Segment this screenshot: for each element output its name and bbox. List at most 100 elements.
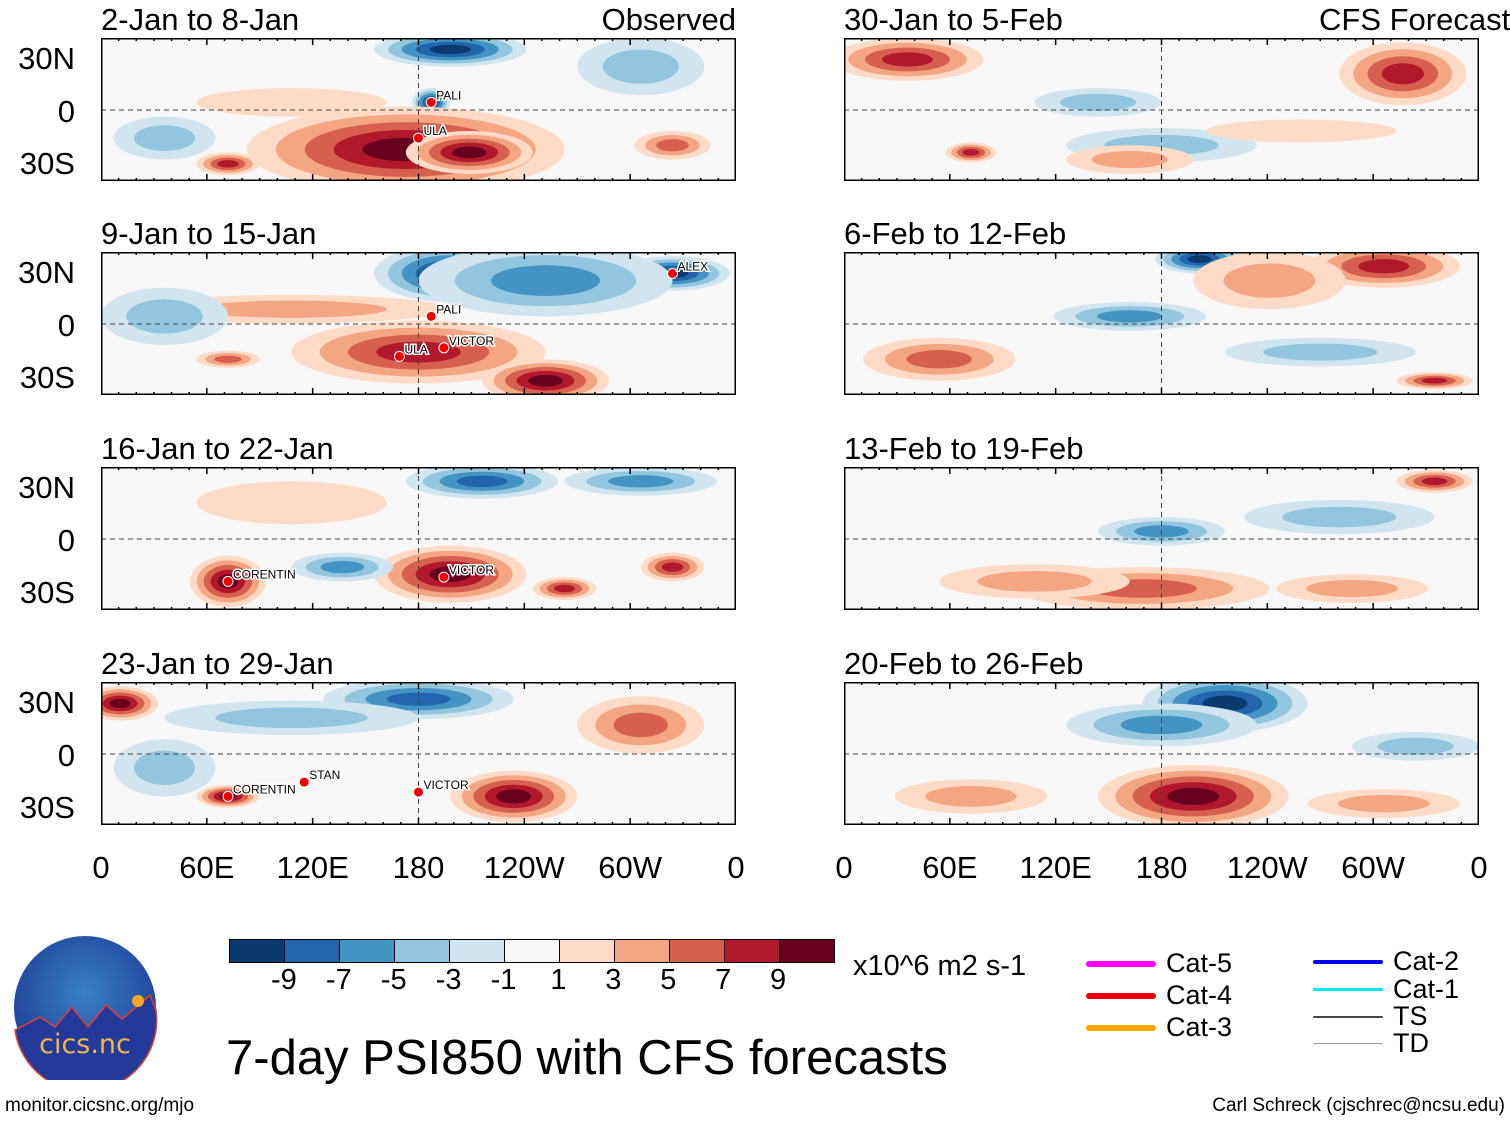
- anomaly-contour: [196, 481, 387, 525]
- lat-label: 30N: [18, 685, 75, 720]
- anomaly-contour: [613, 712, 668, 738]
- lon-label: 0: [727, 850, 745, 885]
- legend-item: Cat-4: [1086, 980, 1232, 1011]
- anomaly-contour: [1338, 794, 1430, 813]
- cics-logo: cics.nc: [14, 936, 158, 1080]
- colorbar-tick: -1: [490, 964, 517, 996]
- colorbar-swatch: [725, 940, 780, 962]
- map-panel: CORENTIN STAN VICTOR: [101, 682, 736, 825]
- storm-label: ULA: [404, 342, 427, 356]
- figure-title: 7-day PSI850 with CFS forecasts: [226, 1031, 948, 1085]
- anomaly-contour: [196, 88, 387, 117]
- colorbar-swatch: [615, 940, 670, 962]
- storm-label: CORENTIN: [233, 567, 296, 581]
- panel-title: 9-Jan to 15-Jan: [101, 216, 317, 251]
- map-panel: PALI ULA: [101, 38, 736, 181]
- lon-label: 180: [1135, 850, 1188, 885]
- legend-line-icon: [1086, 1024, 1156, 1031]
- storm-marker: [667, 267, 678, 279]
- map-panel: [844, 682, 1479, 825]
- lat-label: 30N: [18, 470, 75, 505]
- lon-label: 180: [392, 850, 445, 885]
- panel-title: 16-Jan to 22-Jan: [101, 431, 334, 466]
- storm-label: ALEX: [678, 259, 709, 273]
- colorbar-tick: -9: [271, 964, 297, 996]
- storm-marker: [438, 571, 450, 583]
- anomaly-contour: [429, 44, 472, 55]
- anomaly-contour: [962, 149, 980, 156]
- lon-label: 0: [835, 850, 853, 885]
- anomaly-contour: [320, 560, 365, 574]
- storm-label: VICTOR: [449, 334, 494, 348]
- lat-label: 30S: [19, 575, 75, 610]
- colorbar-swatch: [285, 940, 340, 962]
- colorbar-tick: 5: [660, 964, 677, 996]
- legend-line-icon: [1313, 988, 1383, 991]
- colorbar-swatch: [505, 940, 560, 962]
- legend-label: TS: [1393, 1001, 1428, 1031]
- lon-label: 120W: [483, 850, 565, 885]
- lat-label: 30S: [19, 790, 75, 825]
- lon-label: 0: [92, 850, 110, 885]
- forecast-header: CFS Forecast: [1319, 2, 1510, 37]
- legend-label: Cat-1: [1393, 974, 1460, 1004]
- map-panel: CORENTIN VICTOR: [101, 467, 736, 610]
- anomaly-contour: [456, 475, 508, 488]
- footer-credit: Carl Schreck (cjschrec@ncsu.edu): [1212, 1095, 1505, 1116]
- colorbar-tick: -5: [380, 964, 407, 996]
- anomaly-contour: [1263, 343, 1378, 361]
- map-panel: [844, 467, 1479, 610]
- colorbar-swatch: [450, 940, 505, 962]
- legend-item: TS: [1313, 1001, 1428, 1032]
- anomaly-contour: [1306, 579, 1398, 598]
- legend-label: Cat-5: [1166, 948, 1233, 978]
- lon-label: 60E: [179, 850, 235, 885]
- legend-item: Cat-2: [1313, 946, 1459, 977]
- colorbar-tick: 9: [770, 964, 787, 996]
- lat-label: 30S: [19, 360, 75, 395]
- anomaly-contour: [906, 350, 972, 369]
- anomaly-contour: [1421, 477, 1448, 486]
- anomaly-contour: [386, 692, 451, 706]
- legend-item: Cat-1: [1313, 974, 1459, 1005]
- anomaly-contour: [134, 750, 195, 785]
- colorbar-tick: 1: [550, 964, 567, 996]
- lon-label: 120E: [1019, 850, 1092, 885]
- storm-label: STAN: [309, 768, 340, 782]
- map-panel: ALEX PALI VICTOR ULA: [101, 252, 736, 395]
- anomaly-contour: [215, 707, 368, 729]
- anomaly-contour: [1059, 93, 1137, 111]
- colorbar-swatch: [560, 940, 615, 962]
- anomaly-contour: [656, 139, 689, 152]
- colorbar-tick: -3: [435, 964, 462, 996]
- anomaly-contour: [1377, 737, 1454, 755]
- legend-item: TD: [1313, 1028, 1429, 1059]
- lon-label: 120W: [1226, 850, 1308, 885]
- anomaly-contour: [1381, 63, 1424, 85]
- legend-line-icon: [1313, 1015, 1383, 1018]
- observed-header: Observed: [601, 2, 736, 37]
- anomaly-contour: [196, 300, 387, 318]
- legend-line-icon: [1086, 992, 1156, 999]
- anomaly-contour: [1358, 259, 1410, 274]
- panel-title: 2-Jan to 8-Jan: [101, 2, 300, 37]
- footer-url: monitor.cicsnc.org/mjo: [5, 1095, 195, 1116]
- colorbar-swatch: [230, 940, 285, 962]
- colorbar-swatch: [340, 940, 395, 962]
- anomaly-contour: [1282, 506, 1397, 528]
- legend-label: TD: [1393, 1028, 1429, 1058]
- logo-text: cics.nc: [39, 1029, 131, 1060]
- lat-label: 0: [57, 523, 75, 558]
- colorbar-tick: -7: [325, 964, 352, 996]
- lat-label: 30S: [19, 146, 75, 181]
- anomaly-contour: [214, 355, 242, 363]
- panel-title: 13-Feb to 19-Feb: [844, 431, 1084, 466]
- panel-title: 6-Feb to 12-Feb: [844, 216, 1067, 251]
- legend-label: Cat-3: [1166, 1012, 1233, 1042]
- lon-label: 60E: [922, 850, 978, 885]
- lon-label: 60W: [1341, 850, 1406, 885]
- storm-label: VICTOR: [424, 778, 469, 792]
- colorbar: [229, 939, 835, 963]
- storm-marker: [298, 776, 310, 788]
